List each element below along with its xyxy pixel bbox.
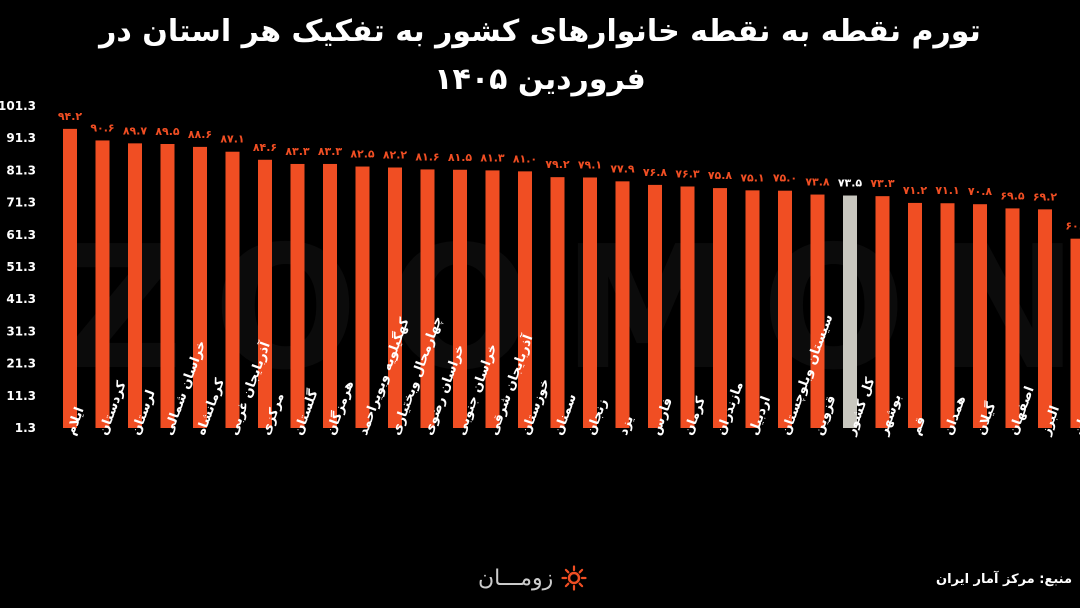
bar xyxy=(940,203,955,428)
y-tick-label: 11.3 xyxy=(6,389,36,403)
sun-icon xyxy=(561,565,587,591)
bar xyxy=(323,163,337,428)
value-label: ۸۹.۵ xyxy=(155,125,180,138)
value-label: ۸۴.۶ xyxy=(253,141,277,154)
value-label: ۸۲.۲ xyxy=(383,149,408,162)
value-label: ۷۶.۸ xyxy=(643,166,668,179)
y-tick-label: 61.3 xyxy=(6,228,36,242)
bar xyxy=(908,202,922,428)
bar xyxy=(485,170,500,428)
bar xyxy=(875,196,890,428)
bar xyxy=(160,143,175,428)
bar xyxy=(615,181,630,428)
zoomon-logo: زومـــان xyxy=(478,560,587,596)
y-tick-label: 91.3 xyxy=(6,131,36,145)
bar-chart: 101.3 91.3 81.3 71.3 61.3 51.3 41.3 31.3 21.3 11.… xyxy=(0,99,1080,438)
value-label: ۸۲.۵ xyxy=(350,148,375,161)
value-label: ۶۹.۲ xyxy=(1033,190,1058,203)
bar xyxy=(1070,238,1080,428)
value-label: ۷۵.۸ xyxy=(708,169,733,182)
value-label: ۷۵.۱ xyxy=(740,171,764,184)
bar xyxy=(128,143,142,429)
bar xyxy=(1005,208,1020,428)
bar xyxy=(648,184,662,428)
bar xyxy=(95,140,110,429)
y-axis: 101.3 91.3 81.3 71.3 61.3 51.3 41.3 31.3 21.3 11.… xyxy=(0,99,36,435)
bar xyxy=(355,166,370,428)
bar xyxy=(63,128,77,428)
value-label: ۸۹.۷ xyxy=(123,124,148,137)
value-label: ۸۱.۳ xyxy=(480,151,505,164)
bars xyxy=(63,128,1080,429)
value-label: ۷۳.۳ xyxy=(870,177,895,190)
value-label: ۷۹.۱ xyxy=(578,158,602,171)
bar xyxy=(550,177,565,428)
bar xyxy=(713,188,727,428)
value-label: ۸۱.۶ xyxy=(415,150,439,163)
y-tick-label: 41.3 xyxy=(6,292,36,306)
value-label: ۷۶.۳ xyxy=(675,168,700,181)
value-label: ۷۱.۲ xyxy=(903,184,928,197)
value-label: ۹۴.۲ xyxy=(58,110,83,123)
bar-highlight xyxy=(843,195,857,428)
category-labels: ایلام کردستان لرستان خراسان شمالیکرمانشاهآذ… xyxy=(64,312,1080,438)
y-tick-label: 71.3 xyxy=(6,196,36,210)
chart-title: تورم نقطه به نقطه خانوارهای کشور به تفکی… xyxy=(0,8,1080,104)
value-label: ۷۰.۸ xyxy=(968,185,993,198)
bar xyxy=(193,146,207,429)
value-label: ۷۳.۸ xyxy=(805,176,830,189)
y-tick-label: 21.3 xyxy=(6,357,36,371)
title-line-1: تورم نقطه به نقطه خانوارهای کشور به تفکی… xyxy=(99,14,981,49)
bar xyxy=(1038,209,1052,428)
category-label: یزد xyxy=(616,414,637,438)
value-label: ۸۳.۳ xyxy=(318,145,343,158)
bar xyxy=(225,151,240,428)
bar xyxy=(388,167,402,428)
value-label: ۷۷.۹ xyxy=(610,162,635,175)
value-label: ۸۱.۰ xyxy=(513,152,537,165)
bar xyxy=(453,169,467,429)
y-tick-label: 1.3 xyxy=(15,421,36,435)
value-label: ۷۵.۰ xyxy=(773,172,797,185)
value-label: ۷۳.۵ xyxy=(838,177,863,190)
value-label: ۹۰.۶ xyxy=(90,121,114,134)
bar xyxy=(745,190,760,428)
bar xyxy=(810,194,825,428)
value-label: ۷۱.۱ xyxy=(935,184,959,197)
y-tick-label: 81.3 xyxy=(6,163,36,177)
value-label: ۸۳.۳ xyxy=(285,145,310,158)
value-label: ۶۹.۵ xyxy=(1000,189,1025,202)
value-label: ۸۸.۶ xyxy=(188,128,212,141)
value-label: ۷۹.۲ xyxy=(545,158,570,171)
y-tick-label: 51.3 xyxy=(6,260,36,274)
value-label: ۸۱.۵ xyxy=(448,151,473,164)
bar xyxy=(420,169,435,428)
bar xyxy=(518,171,532,428)
value-label: ۸۷.۱ xyxy=(220,133,244,146)
logo-text: زومـــان xyxy=(478,565,554,591)
title-line-2: فروردین ۱۴۰۵ xyxy=(434,62,646,97)
bar xyxy=(973,204,987,428)
category-label: قم xyxy=(909,415,929,438)
source-note: منبع: مرکز آمار ایران xyxy=(936,572,1072,587)
bar xyxy=(778,190,792,428)
y-tick-label: 101.3 xyxy=(0,99,36,113)
category-label: تهران xyxy=(1071,397,1080,437)
bar xyxy=(680,186,695,428)
bar xyxy=(258,159,272,429)
bar xyxy=(583,177,597,428)
y-tick-label: 31.3 xyxy=(6,324,36,338)
bar xyxy=(290,163,305,428)
value-label: ۶۰.۱ xyxy=(1065,220,1080,233)
value-labels: ۹۴.۲ ۹۰.۶ ۸۹.۷ ۸۹.۵ ۸۸.۶ ۸۷.۱ ۸۴.۶ ۸۳.۳ ۸۳.۳ ۸۲.۵… xyxy=(58,110,1080,233)
